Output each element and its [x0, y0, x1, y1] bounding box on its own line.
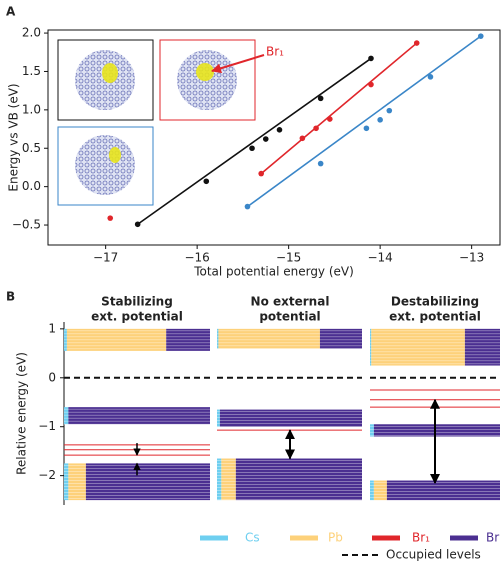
- band-segment: [370, 480, 374, 501]
- inset-structures: [57, 39, 265, 206]
- band-segment: [217, 409, 220, 427]
- band-segment: [386, 480, 500, 501]
- panel-label: B: [6, 290, 15, 304]
- point: [258, 170, 264, 177]
- point: [377, 117, 383, 123]
- point: [327, 116, 333, 122]
- fit-line: [260, 42, 418, 175]
- point: [413, 40, 420, 46]
- y-tick-label: 0.0: [22, 179, 41, 193]
- x-tick-label: −13: [459, 251, 484, 265]
- band-segment: [221, 458, 236, 501]
- point: [276, 127, 283, 133]
- band-segment: [68, 463, 86, 501]
- band-segment: [217, 328, 219, 349]
- point: [249, 145, 255, 152]
- point: [427, 74, 434, 80]
- y-tick-label: 2.0: [22, 26, 41, 40]
- point: [107, 215, 114, 221]
- y-tick-label: 1.0: [22, 102, 41, 116]
- band-segment: [64, 463, 69, 501]
- x-tick-label: −14: [367, 251, 392, 265]
- x-axis-label: Total potential energy (eV): [193, 265, 354, 279]
- panel-title: No external: [251, 295, 330, 309]
- band-segment: [464, 328, 500, 366]
- legend-label: Br: [486, 531, 499, 545]
- band-segment: [68, 407, 210, 425]
- point: [134, 221, 141, 228]
- point: [244, 203, 251, 210]
- y-tick-label: −2: [38, 468, 56, 482]
- y-tick-label: 1.5: [22, 64, 41, 78]
- point: [477, 33, 484, 39]
- band-segment: [371, 328, 465, 366]
- x-tick-label: −15: [276, 251, 301, 265]
- band-segment: [85, 463, 210, 501]
- legend-label: Br₁: [412, 531, 430, 545]
- panel-title: ext. potential: [389, 310, 481, 324]
- plot-frame: [47, 29, 501, 246]
- band-segment: [319, 328, 362, 349]
- panel-label: A: [6, 5, 16, 19]
- point: [262, 136, 269, 142]
- y-tick-label: −0.5: [12, 218, 41, 232]
- y-axis-label: Energy vs VB (eV): [7, 83, 21, 191]
- band-segment: [373, 480, 387, 501]
- band-segment: [217, 458, 222, 501]
- point: [363, 125, 370, 132]
- y-tick-label: −1: [38, 419, 56, 433]
- point: [317, 95, 324, 102]
- band-segment: [235, 458, 362, 501]
- fit-line: [246, 35, 482, 208]
- point: [386, 107, 393, 114]
- panel-title: ext. potential: [91, 310, 183, 324]
- band-segment: [219, 409, 362, 427]
- point: [313, 125, 319, 132]
- band-segment: [370, 328, 372, 366]
- point: [317, 160, 324, 167]
- panel-title: Stabilizing: [101, 295, 173, 309]
- fit-line: [137, 57, 372, 225]
- y-axis-label: Relative energy (eV): [15, 352, 29, 475]
- band-segment: [218, 328, 320, 349]
- panel-title: Destabilizing: [391, 295, 479, 309]
- legend-label: Occupied levels: [386, 548, 481, 562]
- y-tick-label: 0.5: [22, 141, 41, 155]
- point: [368, 55, 374, 62]
- point: [368, 81, 374, 88]
- point: [299, 135, 306, 142]
- x-tick-label: −16: [184, 251, 209, 265]
- legend-label: Cs: [245, 531, 260, 545]
- y-tick-label: 0: [48, 370, 56, 384]
- annotation: Br₁: [266, 45, 284, 59]
- legend-label: Pb: [328, 531, 343, 545]
- point: [203, 178, 210, 185]
- x-tick-label: −17: [93, 251, 118, 265]
- y-tick-label: 1: [48, 321, 56, 335]
- panel-title: potential: [259, 310, 320, 324]
- band-segment: [370, 424, 374, 437]
- band-segment: [64, 407, 69, 425]
